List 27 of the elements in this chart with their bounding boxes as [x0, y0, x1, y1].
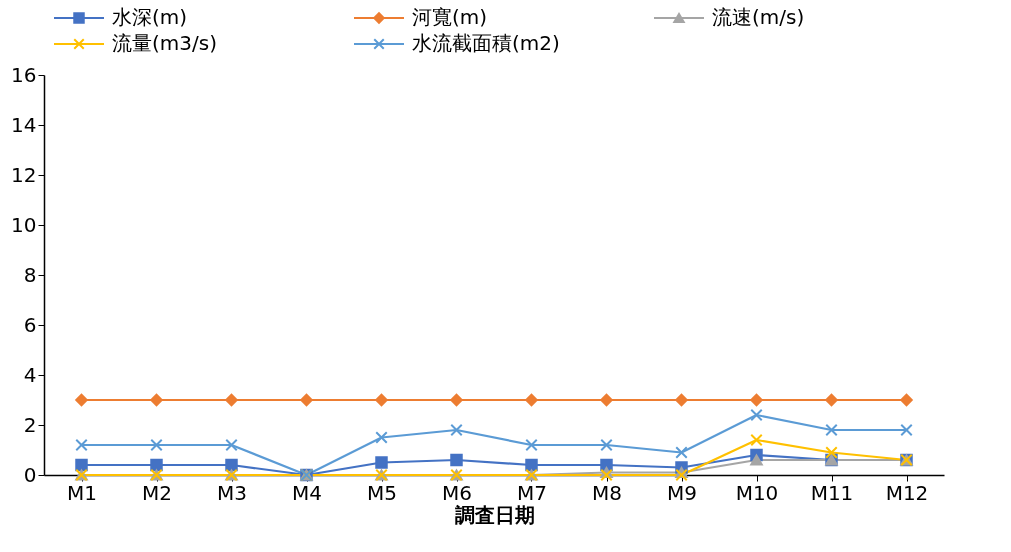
y-tick-label: 16 — [11, 62, 37, 87]
y-tick-label: 2 — [23, 412, 37, 437]
legend-label: 水深(m) — [112, 5, 188, 29]
y-tick-label: 14 — [11, 112, 37, 137]
x-tick-label: M3 — [217, 480, 247, 505]
x-tick-label: M9 — [667, 480, 697, 505]
legend-label: 流量(m3/s) — [112, 31, 217, 55]
x-tick-label: M12 — [885, 480, 929, 505]
x-tick-label: M4 — [292, 480, 322, 505]
legend-label: 流速(m/s) — [712, 5, 805, 29]
legend-label: 水流截面積(m2) — [412, 31, 560, 55]
x-tick-label: M11 — [810, 480, 854, 505]
x-tick-label: M7 — [517, 480, 547, 505]
y-tick-label: 6 — [23, 312, 37, 337]
x-tick-label: M10 — [735, 480, 779, 505]
x-tick-label: M2 — [142, 480, 172, 505]
x-tick-label: M8 — [592, 480, 622, 505]
y-tick-label: 0 — [23, 462, 37, 487]
legend-label: 河寬(m) — [412, 5, 488, 29]
y-tick-label: 4 — [23, 362, 37, 387]
x-axis-title: 調査日期 — [454, 502, 535, 527]
y-tick-label: 12 — [11, 162, 37, 187]
y-tick-label: 8 — [23, 262, 37, 287]
x-tick-label: M6 — [442, 480, 472, 505]
x-tick-label: M1 — [67, 480, 97, 505]
y-tick-label: 10 — [11, 212, 37, 237]
x-tick-label: M5 — [367, 480, 397, 505]
